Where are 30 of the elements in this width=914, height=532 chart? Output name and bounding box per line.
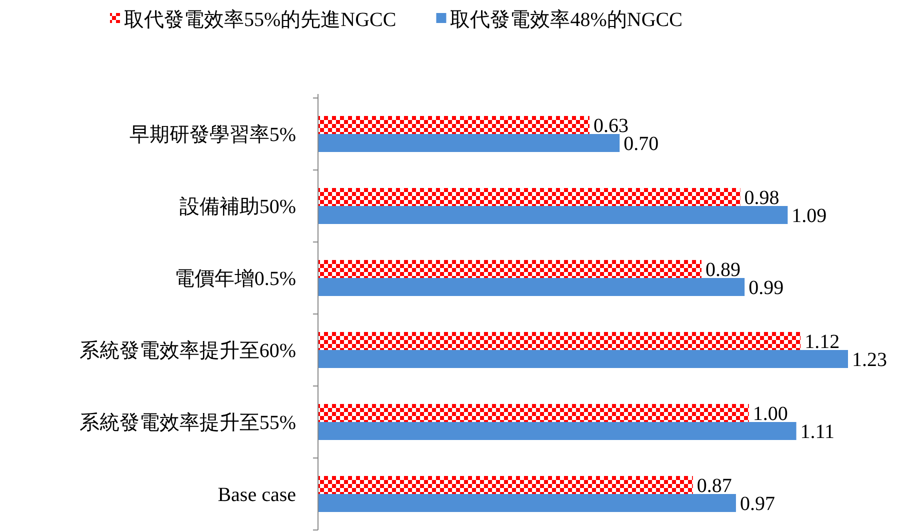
data-label: 1.09 — [792, 205, 827, 227]
bar — [318, 116, 590, 134]
legend-label: 取代發電效率55%的先進NGCC — [124, 9, 396, 31]
y-tick-label: 電價年增0.5% — [174, 268, 296, 290]
data-label: 1.11 — [800, 421, 835, 443]
bar — [318, 350, 848, 368]
data-label: 1.23 — [852, 349, 887, 371]
bar — [318, 206, 788, 224]
bar — [318, 476, 693, 494]
bar — [318, 134, 620, 152]
data-label: 0.98 — [744, 187, 780, 209]
data-label: 0.99 — [748, 277, 784, 299]
y-tick-label: Base case — [218, 484, 296, 506]
y-tick-label: 系統發電效率提升至60% — [79, 340, 296, 362]
bar — [318, 404, 749, 422]
bar — [318, 332, 801, 350]
bar — [318, 260, 702, 278]
data-label: 0.97 — [740, 493, 775, 515]
data-label: 0.89 — [705, 259, 740, 281]
y-tick-label: 早期研發學習率5% — [129, 124, 296, 146]
y-tick-label: 設備補助50% — [179, 196, 296, 218]
bar — [318, 278, 745, 296]
data-label: 1.12 — [804, 331, 840, 353]
bar — [318, 188, 740, 206]
y-tick-label: 系統發電效率提升至55% — [79, 412, 296, 434]
bar — [318, 422, 796, 440]
data-label: 0.87 — [696, 475, 732, 497]
bar — [318, 494, 736, 512]
legend-label: 取代發電效率48%的NGCC — [450, 9, 682, 31]
data-label: 1.00 — [752, 403, 788, 425]
